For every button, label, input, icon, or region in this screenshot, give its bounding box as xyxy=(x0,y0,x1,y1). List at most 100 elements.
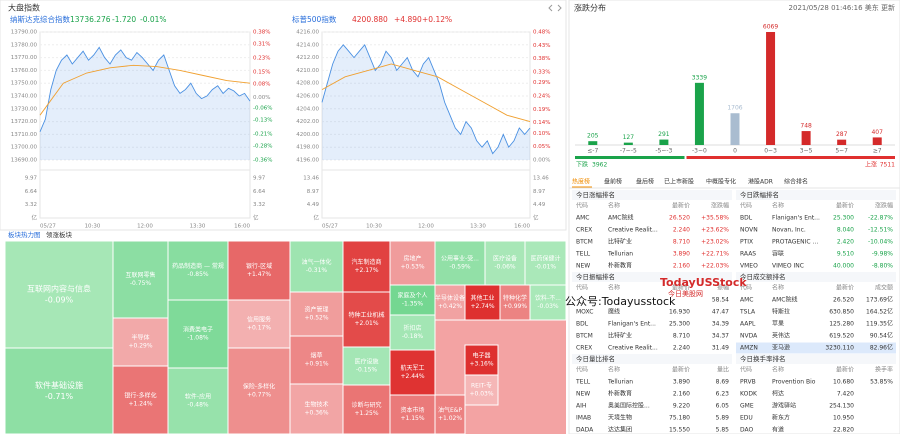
section-head xyxy=(572,272,732,282)
cell-code: BTCM xyxy=(576,333,593,340)
heatmap-cell[interactable] xyxy=(529,284,567,321)
y-tick-label: 4204.00 xyxy=(296,106,319,112)
cell-value: +22.71% xyxy=(701,251,729,258)
heatmap-cell[interactable] xyxy=(227,240,291,301)
cell-change: +3.16% xyxy=(469,361,493,368)
rank-tab[interactable]: 盘后榜 xyxy=(636,178,654,186)
rank-tab[interactable]: 综合排名 xyxy=(784,178,808,186)
heatmap-cell[interactable] xyxy=(389,349,436,396)
x-tick-label: 10:30 xyxy=(366,224,382,230)
cell-value: +22.03% xyxy=(701,263,729,270)
cell-price: 3.890 xyxy=(673,251,690,258)
rank-tab[interactable]: 已上市新股 xyxy=(664,178,694,186)
bar xyxy=(837,139,847,145)
y-tick-label: 13770.00 xyxy=(11,55,38,61)
heatmap-cell[interactable] xyxy=(389,314,436,351)
cell-name: 苹果 xyxy=(772,320,784,328)
heatmap-cell[interactable] xyxy=(112,365,169,435)
cell-code: RAAS xyxy=(740,251,756,258)
heatmap-cell[interactable] xyxy=(167,299,229,369)
y2-tick-label: 0.19% xyxy=(533,107,550,113)
bar-category: 0 xyxy=(733,148,737,155)
cell-code: TELL xyxy=(575,379,591,386)
y-tick-label: 4200.00 xyxy=(296,132,319,138)
cell-code: NVDA xyxy=(740,333,758,340)
heatmap-cell[interactable] xyxy=(434,240,486,286)
heatmap-cell[interactable] xyxy=(289,291,344,337)
cell-change: +2.44% xyxy=(400,373,424,380)
cell-change: -0.75% xyxy=(130,280,152,287)
heatmap-cell[interactable] xyxy=(524,240,567,286)
cell-name: 有道 xyxy=(772,426,784,434)
cell-name: 航天军工 xyxy=(400,364,424,372)
cell-name: 药品制造商 — 常规 xyxy=(172,262,224,270)
y-tick-label: 13730.00 xyxy=(11,106,38,112)
cell-price: 9.220 xyxy=(673,403,690,410)
cell-price: 25.300 xyxy=(833,215,854,222)
cell-value: -10.04% xyxy=(868,239,893,246)
heatmap-cell[interactable] xyxy=(389,240,436,286)
cell-name: 公用事业-受... xyxy=(441,254,479,262)
heatmap-cell[interactable] xyxy=(289,335,344,385)
heatmap-cell[interactable] xyxy=(289,383,344,435)
heatmap-cell[interactable] xyxy=(342,291,391,348)
heatmap-cell[interactable] xyxy=(167,240,229,301)
cell-code: TELL xyxy=(575,251,591,258)
cell-change: -0.03% xyxy=(537,303,559,310)
heatmap-cell[interactable] xyxy=(112,317,169,367)
next-icon[interactable] xyxy=(557,4,562,12)
cell-value: 82.96亿 xyxy=(870,344,893,352)
cell-value: 34.37 xyxy=(712,333,729,340)
cell-name: 达达集团 xyxy=(608,426,632,434)
cell-name: 亚马逊 xyxy=(772,344,790,352)
rank-tab[interactable]: 中概股专化 xyxy=(706,178,736,186)
heatmap-tab[interactable]: 领涨板块 xyxy=(46,230,73,239)
column-header: 最新价 xyxy=(836,202,854,210)
bar-value: 291 xyxy=(658,131,670,138)
cell-code: PRVB xyxy=(740,379,756,386)
cell-name: Novan, Inc. xyxy=(772,227,806,234)
cell-change: -0.31% xyxy=(306,267,328,274)
bar-value: 1706 xyxy=(727,105,742,112)
index-change: +4.890 xyxy=(394,15,422,24)
cell-change: +1.47% xyxy=(247,271,271,278)
cell-code: KODK xyxy=(740,391,758,398)
down-label: 下跌 xyxy=(576,161,588,169)
heatmap-cell[interactable] xyxy=(464,344,499,376)
bar-category: 3~5 xyxy=(800,148,813,155)
heatmap-cell[interactable] xyxy=(4,347,114,435)
cell-price: 8.040 xyxy=(837,227,854,234)
heatmap-cell[interactable] xyxy=(4,240,114,349)
bar xyxy=(730,113,740,145)
average-line xyxy=(39,64,251,116)
heatmap-cell[interactable] xyxy=(464,374,499,406)
bar-category: ≤-7 xyxy=(587,148,598,155)
heatmap-cell[interactable] xyxy=(342,384,391,435)
heatmap-tab[interactable]: 板块热力图 xyxy=(8,230,41,239)
cell-name: 半导体设备 xyxy=(435,294,465,302)
cell-price: 3230.110 xyxy=(825,345,854,352)
cell-name: 容联 xyxy=(772,250,784,258)
cell-value: 6.05 xyxy=(716,403,730,410)
heatmap-cell[interactable] xyxy=(389,394,436,435)
prev-icon[interactable] xyxy=(548,4,553,12)
rank-tab[interactable]: 盘前榜 xyxy=(604,178,622,186)
cell-value: -12.51% xyxy=(868,227,893,234)
cell-name: 朴新教育 xyxy=(608,390,632,398)
section-title: 今日跌幅排名 xyxy=(740,190,779,199)
x-tick-label: 16:00 xyxy=(514,224,530,230)
y2-tick-label: 0.00% xyxy=(253,95,270,101)
cell-value: 47.47 xyxy=(712,309,729,316)
cell-change: -0.18% xyxy=(402,333,424,340)
cell-price: 8.710 xyxy=(673,333,690,340)
cell-change: +1.02% xyxy=(438,415,462,422)
cell-name: 魔线 xyxy=(608,308,620,316)
y-tick-label: 4206.00 xyxy=(296,94,319,100)
cell-name: 烟草 xyxy=(310,351,322,359)
rank-tab[interactable]: 港股ADR xyxy=(748,178,773,186)
bar xyxy=(588,141,598,145)
heatmap-cell[interactable] xyxy=(389,284,436,316)
cell-change: +0.52% xyxy=(304,315,328,322)
rank-tab[interactable]: 热度榜 xyxy=(572,178,590,186)
volume-label-right: 6.64 xyxy=(253,189,266,195)
